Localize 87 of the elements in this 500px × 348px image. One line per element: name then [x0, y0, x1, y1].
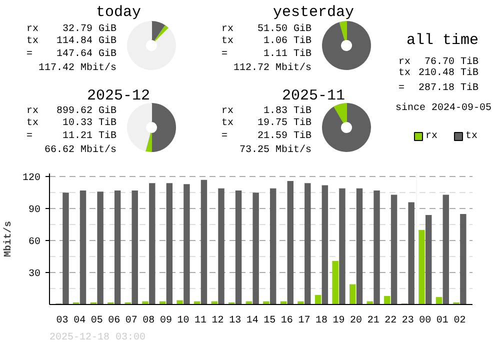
- x-tick-label: 07: [125, 316, 138, 326]
- x-tick-label: 23: [402, 316, 414, 326]
- bar: [322, 185, 328, 304]
- bar: [356, 188, 363, 304]
- legend-label: rx: [426, 131, 438, 142]
- bar: [304, 183, 311, 304]
- text: = 11.21 TiB: [26, 131, 117, 142]
- bar: [114, 190, 121, 304]
- bar: [97, 192, 104, 304]
- bar: [374, 190, 380, 304]
- chart-title: yesterday: [272, 4, 354, 21]
- y-tick-label: 90: [28, 205, 41, 216]
- x-tick-label: 16: [280, 316, 293, 326]
- legend-label: tx: [466, 131, 478, 142]
- x-tick-label: 17: [298, 316, 310, 326]
- bar: [166, 183, 173, 304]
- bar: [62, 192, 69, 304]
- x-tick-label: 15: [264, 316, 276, 326]
- bar: [287, 180, 294, 304]
- text: = 1.11 TiB: [222, 49, 312, 60]
- y-axis-title: Mbit/s: [2, 220, 14, 258]
- x-tick-label: 06: [108, 316, 120, 326]
- text: tx 19.75 TiB: [222, 118, 312, 129]
- x-tick-label: 22: [384, 316, 397, 326]
- text: rx 51.50 GiB: [222, 24, 312, 35]
- x-tick-label: 04: [74, 316, 86, 326]
- x-tick-label: 01: [436, 316, 448, 326]
- bar: [149, 183, 156, 304]
- text: rx 76.70 TiB: [398, 57, 479, 68]
- y-tick-label: 60: [28, 237, 41, 248]
- text: rx 1.83 TiB: [222, 106, 312, 117]
- text: tx 10.33 TiB: [26, 118, 117, 129]
- bar: [384, 296, 390, 304]
- x-tick-label: 05: [90, 316, 103, 326]
- text: since 2024-09-05: [395, 102, 492, 114]
- bar: [252, 192, 259, 304]
- bar: [436, 297, 442, 304]
- text: all time: [406, 32, 479, 49]
- text: = 147.64 GiB: [26, 49, 117, 60]
- x-tick-label: 08: [142, 316, 155, 326]
- bar: [408, 202, 414, 304]
- bar: [184, 184, 190, 304]
- y-tick-label: 30: [28, 269, 41, 280]
- x-tick-label: 02: [454, 316, 466, 326]
- bar: [314, 294, 322, 304]
- x-tick-label: 11: [194, 316, 207, 326]
- x-tick-label: 10: [177, 316, 190, 326]
- bar: [349, 284, 356, 304]
- bar: [339, 188, 346, 304]
- chart-title: 2025-11: [282, 88, 346, 104]
- text: = 287.18 TiB: [398, 83, 479, 94]
- text: 112.72 Mbit/s: [233, 62, 312, 74]
- bar: [460, 214, 466, 304]
- bar: [418, 230, 425, 304]
- chart-title: today: [96, 4, 142, 21]
- bar: [426, 215, 432, 304]
- text: tx 114.84 GiB: [26, 36, 117, 47]
- bar: [332, 260, 338, 304]
- x-tick-label: 19: [332, 316, 345, 326]
- chart-title: 2025-12: [86, 88, 150, 104]
- x-tick-label: 09: [160, 316, 172, 326]
- x-tick-label: 18: [315, 316, 328, 326]
- bar: [176, 300, 183, 304]
- text: 117.42 Mbit/s: [38, 62, 117, 74]
- x-tick-label: 20: [350, 316, 362, 326]
- y-tick-label: 120: [22, 173, 41, 184]
- text: tx 210.48 TiB: [398, 67, 479, 79]
- bar: [442, 194, 449, 304]
- x-tick-label: 14: [246, 316, 258, 326]
- x-tick-label: 13: [229, 316, 242, 326]
- text: rx 32.79 GiB: [26, 24, 117, 35]
- bar: [80, 190, 86, 304]
- bar: [270, 188, 276, 304]
- x-tick-label: 03: [56, 316, 68, 326]
- text: 73.25 Mbit/s: [239, 144, 312, 156]
- text: 66.62 Mbit/s: [44, 144, 117, 156]
- text: rx 899.62 GiB: [26, 106, 117, 117]
- bar: [235, 190, 242, 304]
- x-tick-label: 21: [367, 316, 380, 326]
- bar: [218, 188, 224, 304]
- text: = 21.59 TiB: [222, 131, 312, 142]
- bar: [132, 190, 138, 304]
- x-tick-label: 12: [212, 316, 224, 326]
- text: tx 1.06 TiB: [222, 36, 312, 47]
- bar: [200, 180, 208, 304]
- x-tick-label: 00: [419, 316, 432, 326]
- bar: [390, 194, 398, 304]
